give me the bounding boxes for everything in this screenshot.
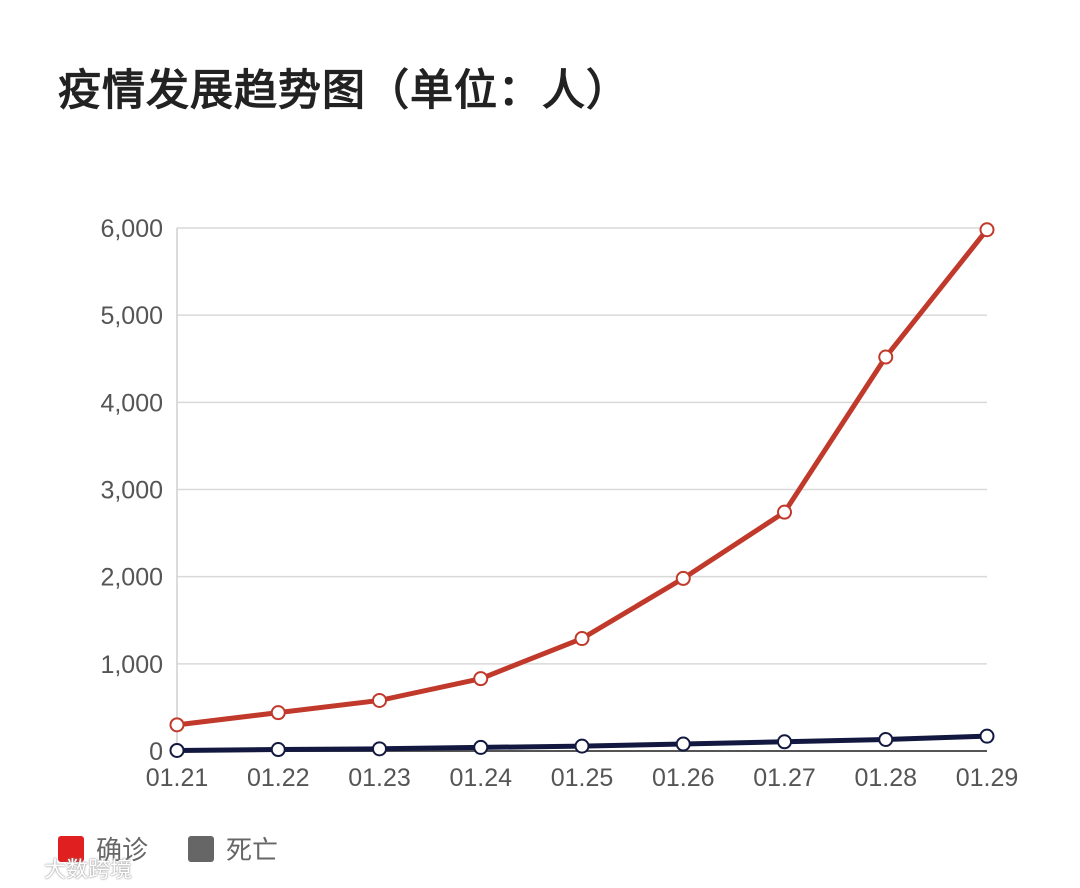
data-point-0[interactable]: [675, 570, 691, 586]
y-tick-label: 0: [149, 738, 163, 766]
x-tick-label: 01.25: [551, 764, 614, 792]
watermark-text: 大数跨境: [44, 858, 133, 883]
x-tick-label: 01.22: [247, 764, 310, 792]
data-point-0[interactable]: [270, 705, 286, 721]
label-layer: 0 1,000 2,000 3,000 4,000 5,000 6,000 01.21 01.2…: [100, 215, 1018, 792]
data-point-0[interactable]: [574, 631, 590, 647]
data-point-0[interactable]: [372, 692, 387, 708]
grid-layer: [177, 227, 987, 665]
legend-swatch-confirmed: [58, 835, 84, 862]
x-tick-label: 01.29: [956, 764, 1019, 792]
legend-item-confirmed[interactable]: 确诊: [58, 830, 148, 867]
legend-item-deaths[interactable]: 死亡: [188, 830, 278, 867]
series-layer: [169, 222, 995, 758]
data-point-1[interactable]: [878, 731, 894, 747]
data-point-1[interactable]: [675, 736, 691, 752]
legend-label-deaths: 死亡: [226, 836, 279, 866]
y-tick-label: 4,000: [100, 389, 163, 417]
x-tick-label: 01.27: [753, 764, 816, 792]
data-point-1[interactable]: [777, 734, 792, 750]
legend: 确诊 死亡: [58, 830, 318, 867]
data-point-0[interactable]: [878, 349, 894, 365]
y-tick-label: 2,000: [100, 564, 163, 592]
data-point-0[interactable]: [979, 222, 995, 238]
data-point-1[interactable]: [574, 738, 590, 754]
series-line-0: [174, 227, 990, 728]
legend-swatch-deaths: [188, 835, 215, 862]
data-point-0[interactable]: [169, 717, 185, 733]
data-point-1[interactable]: [372, 741, 387, 757]
x-tick-label: 01.24: [449, 764, 512, 792]
y-tick-label: 6,000: [100, 215, 163, 243]
y-tick-label: 1,000: [100, 651, 163, 679]
data-point-0[interactable]: [473, 671, 489, 687]
data-point-1[interactable]: [270, 742, 286, 758]
y-tick-label: 3,000: [100, 477, 163, 505]
data-point-1[interactable]: [473, 739, 489, 755]
data-point-0[interactable]: [777, 504, 792, 520]
data-point-1[interactable]: [979, 728, 995, 744]
watermark-logo-icon: [9, 860, 35, 876]
x-tick-label: 01.28: [854, 764, 917, 792]
legend-label-confirmed: 确诊: [96, 836, 149, 866]
x-tick-label: 01.21: [146, 764, 209, 792]
x-tick-label: 01.26: [652, 764, 715, 792]
chart-title: 疫情发展趋势图（单位：人）: [58, 66, 630, 116]
x-tick-label: 01.23: [348, 764, 411, 792]
watermark: 大数跨境: [8, 852, 132, 884]
y-tick-label: 5,000: [100, 302, 163, 330]
data-point-1[interactable]: [169, 742, 185, 758]
